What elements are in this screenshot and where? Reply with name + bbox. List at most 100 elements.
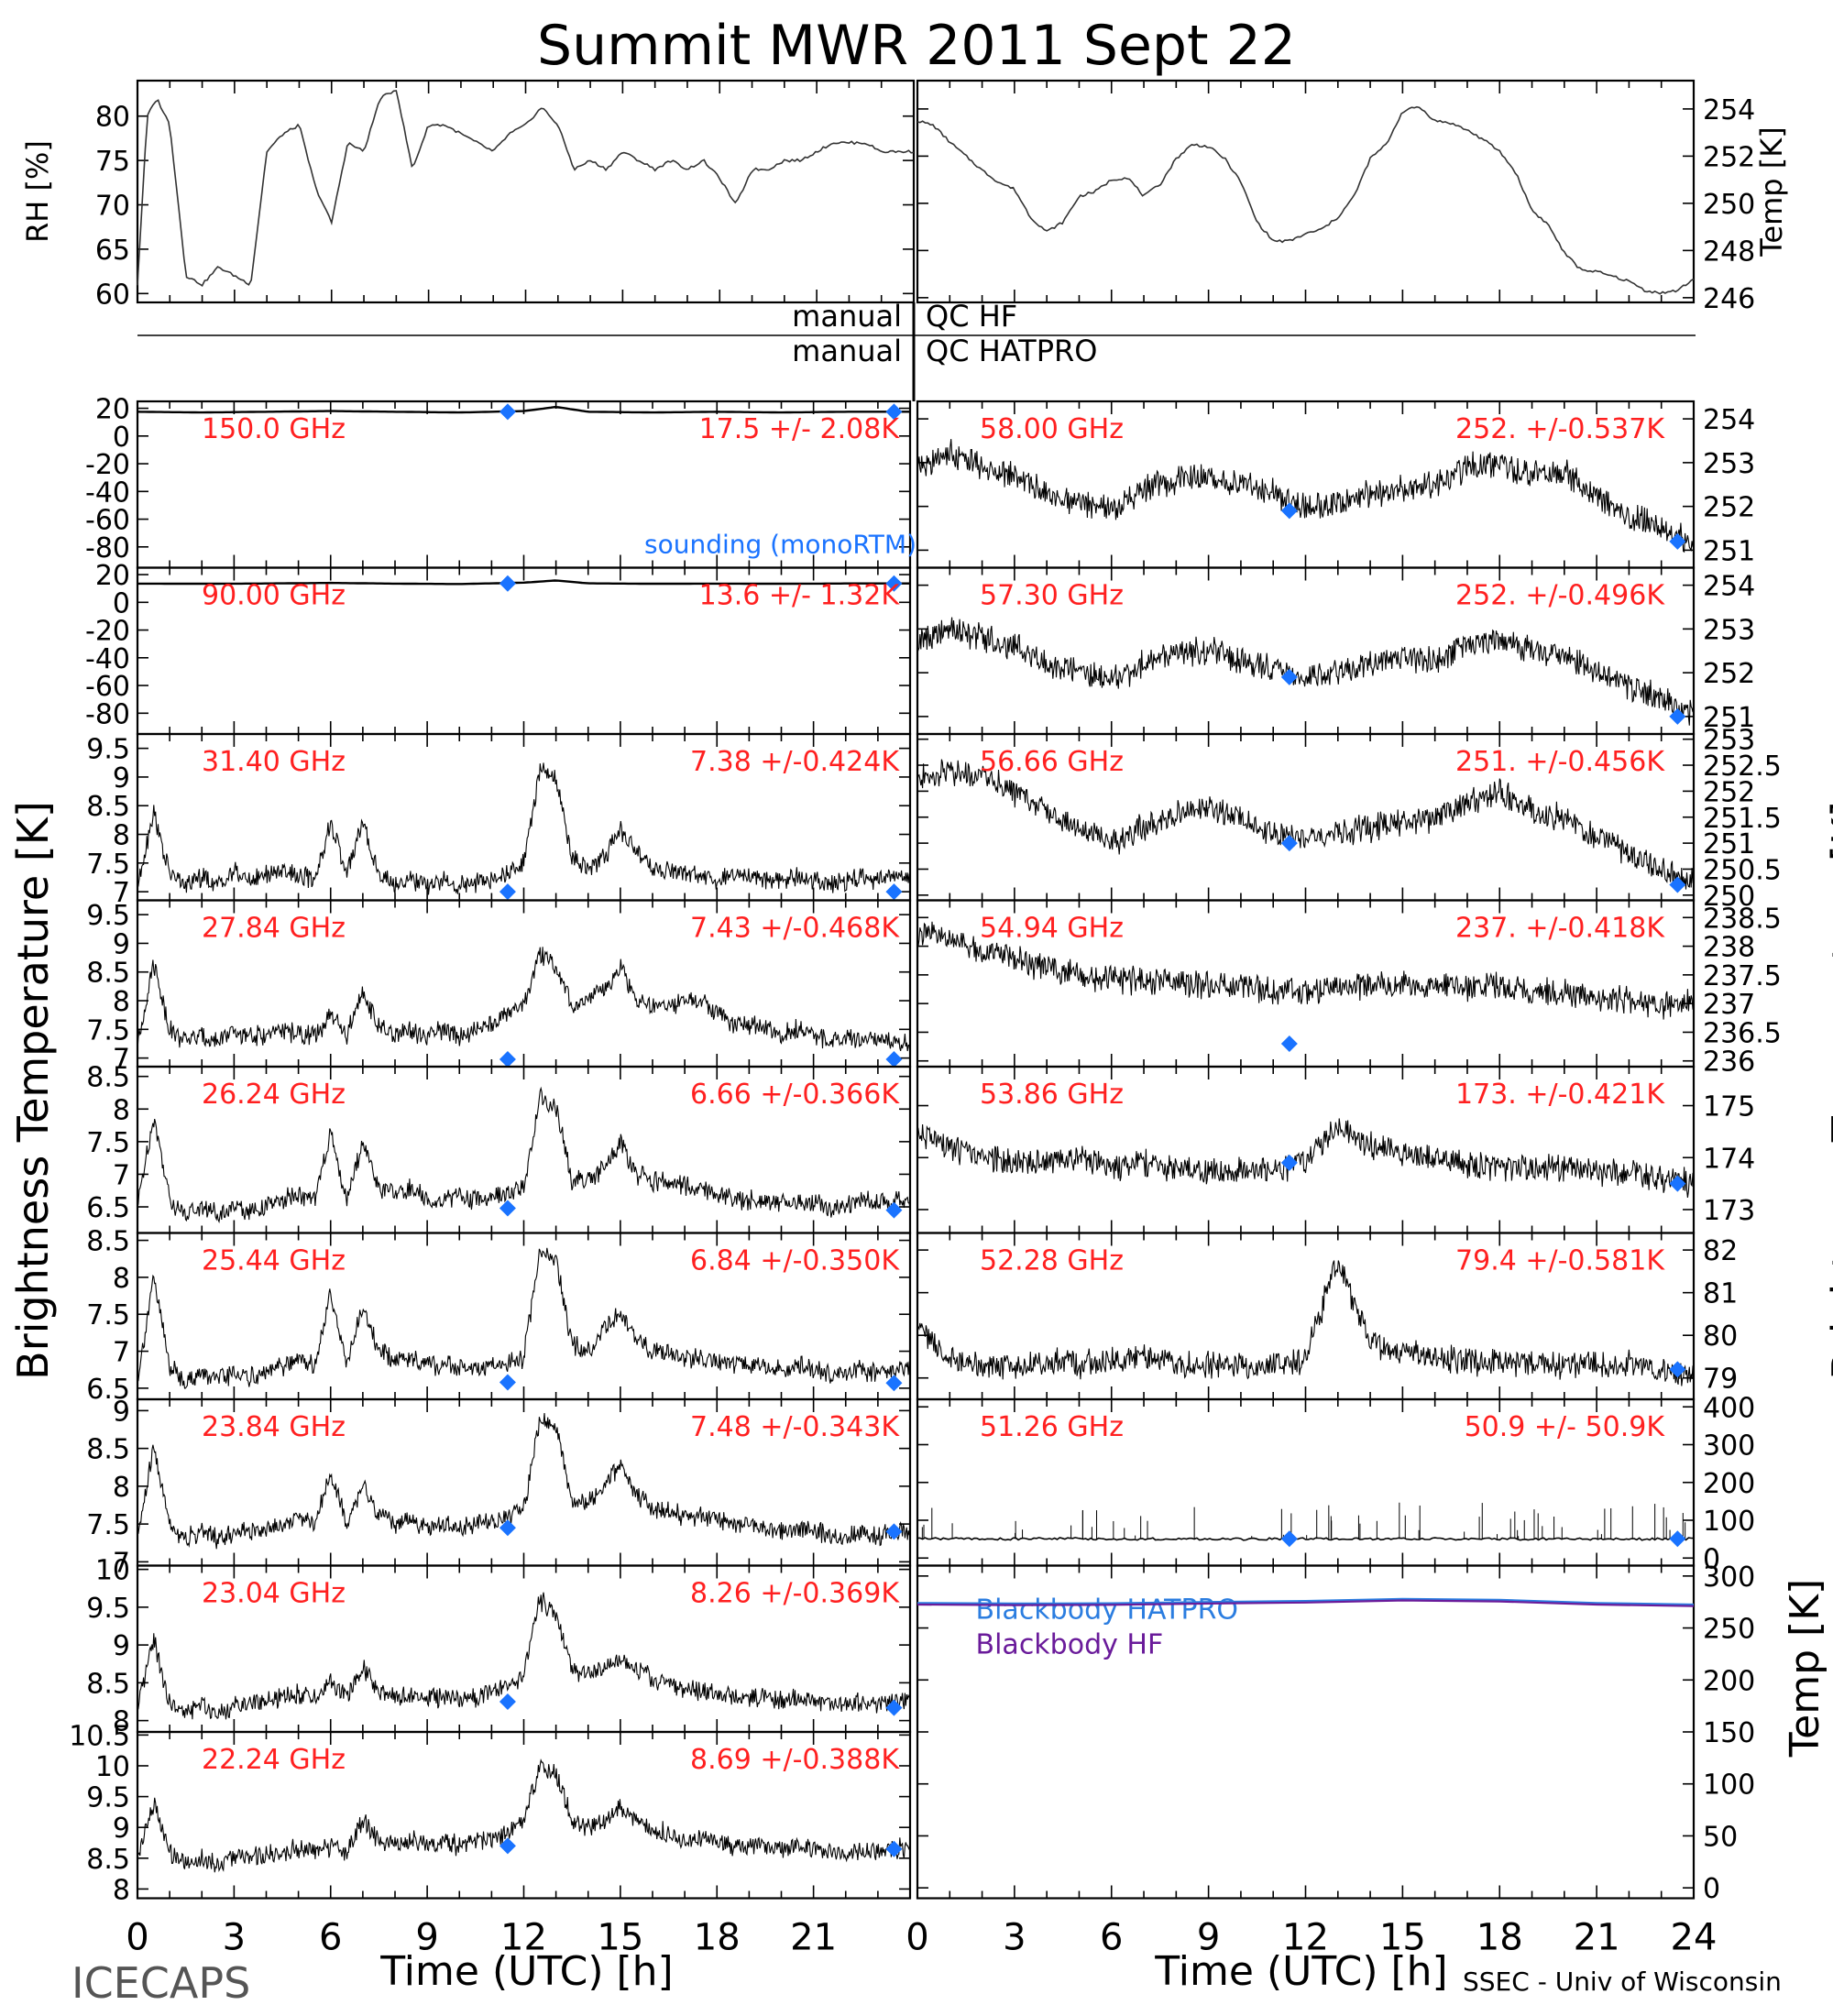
panel-ch-27.84: 77.588.599.5 27.84 GHz 7.43 +/-0.468K: [86, 899, 912, 1076]
channel-label: 27.84 GHz: [202, 913, 346, 945]
y-tick-label: 8.5: [86, 958, 130, 990]
y-tick-label: 8.5: [86, 1062, 130, 1094]
y-tick-label: 300: [1703, 1430, 1755, 1463]
x-tick-label-right: 6: [1100, 1917, 1123, 1959]
x-tick-label-left: 0: [126, 1917, 148, 1959]
y-tick-label: 175: [1703, 1091, 1755, 1123]
sounding-marker: [885, 403, 903, 421]
y-tick-label: 251: [1703, 828, 1755, 860]
panel-ch-26.24: 6.577.588.5 26.24 GHz 6.66 +/-0.366K: [86, 1062, 912, 1234]
y-tick-label: 7.5: [86, 1127, 130, 1159]
channel-stat: 8.69 +/-0.388K: [690, 1744, 900, 1776]
sounding-marker: [499, 1837, 516, 1855]
sounding-marker: [1669, 1361, 1686, 1378]
y-tick-label: 8: [113, 986, 130, 1018]
y-tick-label: 9.5: [86, 1782, 130, 1814]
left-ylabel: Brightness Temperature [K]: [8, 801, 58, 1380]
panel-ch-90.00: 200-20-40-60-80 90.00 GHz 13.6 +/- 1.32K: [85, 560, 912, 736]
y-tick-label: 200: [1703, 1468, 1755, 1500]
y-tick-label: 236.5: [1703, 1017, 1782, 1049]
y-tick-label: 10: [95, 1751, 130, 1783]
panel-ch-150.0: 200-20-40-60-80 150.0 GHz 17.5 +/- 2.08K so…: [85, 394, 916, 569]
y-tick-label: 8: [113, 1472, 130, 1504]
panel-ch-57.30: 251 252 253 254 57.30 GHz 252. +/-0.496K: [916, 566, 1755, 736]
panel-ch-23.84: 7 7.5 8 8.5 9 23.84 GHz 7.48 +/-0.343K: [86, 1396, 912, 1579]
y-tick-label: 82: [1703, 1235, 1738, 1267]
channel-label: 90.00 GHz: [202, 580, 346, 612]
y-tick-label: 251: [1703, 535, 1755, 567]
channel-stat: 173. +/-0.421K: [1455, 1079, 1665, 1111]
sounding-marker: [1280, 1154, 1298, 1171]
trace-ch-53.86: [916, 1118, 1695, 1198]
y-tick-label: 7.5: [86, 1299, 130, 1331]
x-tick-label-right: 12: [1282, 1917, 1329, 1959]
x-tick-label-right: 9: [1197, 1917, 1220, 1959]
y-tick-label: 246: [1703, 283, 1755, 315]
y-tick-label: 252.5: [1703, 751, 1782, 783]
y-tick-label: 8: [113, 1094, 130, 1126]
y-tick-label: 0: [1703, 1543, 1720, 1575]
y-tick-label: 238: [1703, 932, 1755, 964]
y-tick-label: 8.5: [86, 1434, 130, 1466]
sounding-marker: [1280, 1035, 1298, 1052]
channel-stat: 8.26 +/-0.369K: [690, 1578, 900, 1610]
y-tick-label: 65: [95, 235, 130, 267]
x-tick-label-left: 15: [597, 1917, 643, 1959]
y-tick-label: -40: [85, 477, 130, 509]
channel-label: 23.04 GHz: [202, 1578, 346, 1610]
channel-stat: 6.66 +/-0.366K: [690, 1079, 900, 1111]
channel-label: 56.66 GHz: [980, 746, 1124, 778]
x-tick-label-right: 18: [1476, 1917, 1523, 1959]
y-tick-label: 254: [1703, 94, 1755, 126]
sounding-marker: [1669, 707, 1686, 725]
y-tick-label: 250.5: [1703, 854, 1782, 886]
channel-label: 23.84 GHz: [202, 1411, 346, 1443]
xlabel-right: Time (UTC) [h]: [1154, 1948, 1447, 1995]
ylabel-temp: Temp [K]: [1754, 126, 1789, 257]
y-tick-label: -20: [85, 616, 130, 648]
y-tick-label: 7.5: [86, 1014, 130, 1046]
trace-ch-56.66: [916, 759, 1695, 890]
y-tick-label: 8: [113, 1706, 130, 1738]
channel-label: 150.0 GHz: [202, 413, 346, 445]
trace-rh: [137, 90, 915, 287]
y-tick-label: 75: [95, 146, 130, 178]
y-tick-label: -80: [85, 698, 130, 730]
channel-stat: 6.84 +/-0.350K: [690, 1245, 900, 1277]
trace-ch-52.28: [916, 1260, 1695, 1386]
channel-label: 31.40 GHz: [202, 746, 346, 778]
y-tick-label: 174: [1703, 1143, 1755, 1175]
y-tick-label: 252: [1703, 776, 1755, 808]
x-tick-label-right: 15: [1379, 1917, 1426, 1959]
y-tick-label: 253: [1703, 725, 1755, 757]
sounding-marker: [885, 575, 903, 592]
y-tick-label: 253: [1703, 448, 1755, 480]
y-tick-label: 8: [113, 1874, 130, 1906]
sounding-marker: [1280, 835, 1298, 852]
y-tick-label: -60: [85, 671, 130, 703]
channel-label: 57.30 GHz: [980, 580, 1124, 612]
trace-ch-90.00: [137, 579, 910, 586]
trace-ch-150.0: [137, 405, 910, 414]
sounding-marker: [499, 883, 516, 901]
qc-row1-left: manual: [792, 299, 902, 334]
y-tick-label: 100: [1703, 1769, 1755, 1802]
panel-frame: [916, 79, 1696, 304]
y-tick-label: -60: [85, 505, 130, 537]
sounding-marker: [499, 575, 516, 592]
panel-ch-53.86: 173 174 175 53.86 GHz 173. +/-0.421K: [916, 1065, 1755, 1234]
sounding-marker: [1669, 1530, 1686, 1548]
sounding-marker: [1280, 1530, 1298, 1548]
series-bb-hf: [916, 1599, 1695, 1607]
sounding-marker: [885, 1840, 903, 1857]
channel-stat: 13.6 +/- 1.32K: [699, 580, 901, 612]
xlabel-left: Time (UTC) [h]: [379, 1948, 673, 1995]
sounding-marker: [1669, 1175, 1686, 1192]
sounding-marker: [885, 1375, 903, 1392]
sounding-marker: [499, 1200, 516, 1217]
y-tick-label: 8.5: [86, 1226, 130, 1258]
y-tick-label: 7: [113, 1337, 130, 1369]
y-tick-label: 251.5: [1703, 803, 1782, 835]
y-tick-label: 254: [1703, 404, 1755, 436]
